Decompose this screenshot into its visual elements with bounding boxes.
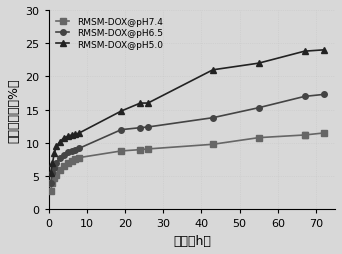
RMSM-DOX@pH5.0 xyxy=(73,133,77,136)
RMSM-DOX@pH6.5 xyxy=(69,150,74,153)
RMSM-DOX@pH7.4 xyxy=(321,132,326,135)
RMSM-DOX@pH6.5 xyxy=(62,154,66,157)
RMSM-DOX@pH5.0 xyxy=(138,102,142,105)
RMSM-DOX@pH6.5 xyxy=(146,126,150,129)
Legend: RMSM-DOX@pH7.4, RMSM-DOX@pH6.5, RMSM-DOX@pH5.0: RMSM-DOX@pH7.4, RMSM-DOX@pH6.5, RMSM-DOX… xyxy=(53,15,165,52)
RMSM-DOX@pH5.0 xyxy=(146,102,150,105)
RMSM-DOX@pH6.5 xyxy=(119,129,123,132)
RMSM-DOX@pH5.0 xyxy=(256,62,261,66)
RMSM-DOX@pH6.5 xyxy=(54,162,58,165)
RMSM-DOX@pH5.0 xyxy=(302,51,306,54)
RMSM-DOX@pH7.4 xyxy=(52,176,56,179)
RMSM-DOX@pH5.0 xyxy=(58,140,62,144)
RMSM-DOX@pH5.0 xyxy=(69,134,74,137)
RMSM-DOX@pH6.5 xyxy=(52,166,56,169)
RMSM-DOX@pH6.5 xyxy=(321,93,326,97)
RMSM-DOX@pH7.4 xyxy=(49,189,53,193)
Line: RMSM-DOX@pH7.4: RMSM-DOX@pH7.4 xyxy=(48,131,326,194)
RMSM-DOX@pH6.5 xyxy=(256,107,261,110)
RMSM-DOX@pH6.5 xyxy=(73,149,77,152)
RMSM-DOX@pH5.0 xyxy=(77,132,81,135)
RMSM-DOX@pH7.4 xyxy=(73,158,77,161)
RMSM-DOX@pH7.4 xyxy=(302,134,306,137)
RMSM-DOX@pH6.5 xyxy=(66,151,70,154)
RMSM-DOX@pH5.0 xyxy=(52,152,56,155)
RMSM-DOX@pH7.4 xyxy=(119,150,123,153)
RMSM-DOX@pH7.4 xyxy=(77,156,81,160)
Line: RMSM-DOX@pH6.5: RMSM-DOX@pH6.5 xyxy=(48,92,326,186)
RMSM-DOX@pH5.0 xyxy=(211,69,215,72)
RMSM-DOX@pH5.0 xyxy=(50,162,54,165)
RMSM-DOX@pH6.5 xyxy=(49,182,53,185)
RMSM-DOX@pH6.5 xyxy=(138,127,142,130)
RMSM-DOX@pH6.5 xyxy=(77,147,81,150)
RMSM-DOX@pH5.0 xyxy=(119,110,123,113)
RMSM-DOX@pH7.4 xyxy=(54,174,58,177)
RMSM-DOX@pH6.5 xyxy=(211,117,215,120)
X-axis label: 时间（h）: 时间（h） xyxy=(173,234,211,247)
RMSM-DOX@pH6.5 xyxy=(302,96,306,99)
RMSM-DOX@pH7.4 xyxy=(58,168,62,171)
RMSM-DOX@pH5.0 xyxy=(62,137,66,140)
RMSM-DOX@pH5.0 xyxy=(66,135,70,138)
RMSM-DOX@pH7.4 xyxy=(138,149,142,152)
RMSM-DOX@pH7.4 xyxy=(256,137,261,140)
RMSM-DOX@pH5.0 xyxy=(321,49,326,52)
RMSM-DOX@pH5.0 xyxy=(49,172,53,175)
RMSM-DOX@pH7.4 xyxy=(211,143,215,146)
RMSM-DOX@pH7.4 xyxy=(50,182,54,185)
Line: RMSM-DOX@pH5.0: RMSM-DOX@pH5.0 xyxy=(48,48,326,176)
RMSM-DOX@pH7.4 xyxy=(62,165,66,168)
RMSM-DOX@pH7.4 xyxy=(69,160,74,163)
Y-axis label: 累积释放量（%）: 累积释放量（%） xyxy=(7,78,20,142)
RMSM-DOX@pH6.5 xyxy=(58,156,62,160)
RMSM-DOX@pH5.0 xyxy=(54,145,58,148)
RMSM-DOX@pH7.4 xyxy=(66,162,70,165)
RMSM-DOX@pH7.4 xyxy=(146,148,150,151)
RMSM-DOX@pH6.5 xyxy=(50,172,54,175)
